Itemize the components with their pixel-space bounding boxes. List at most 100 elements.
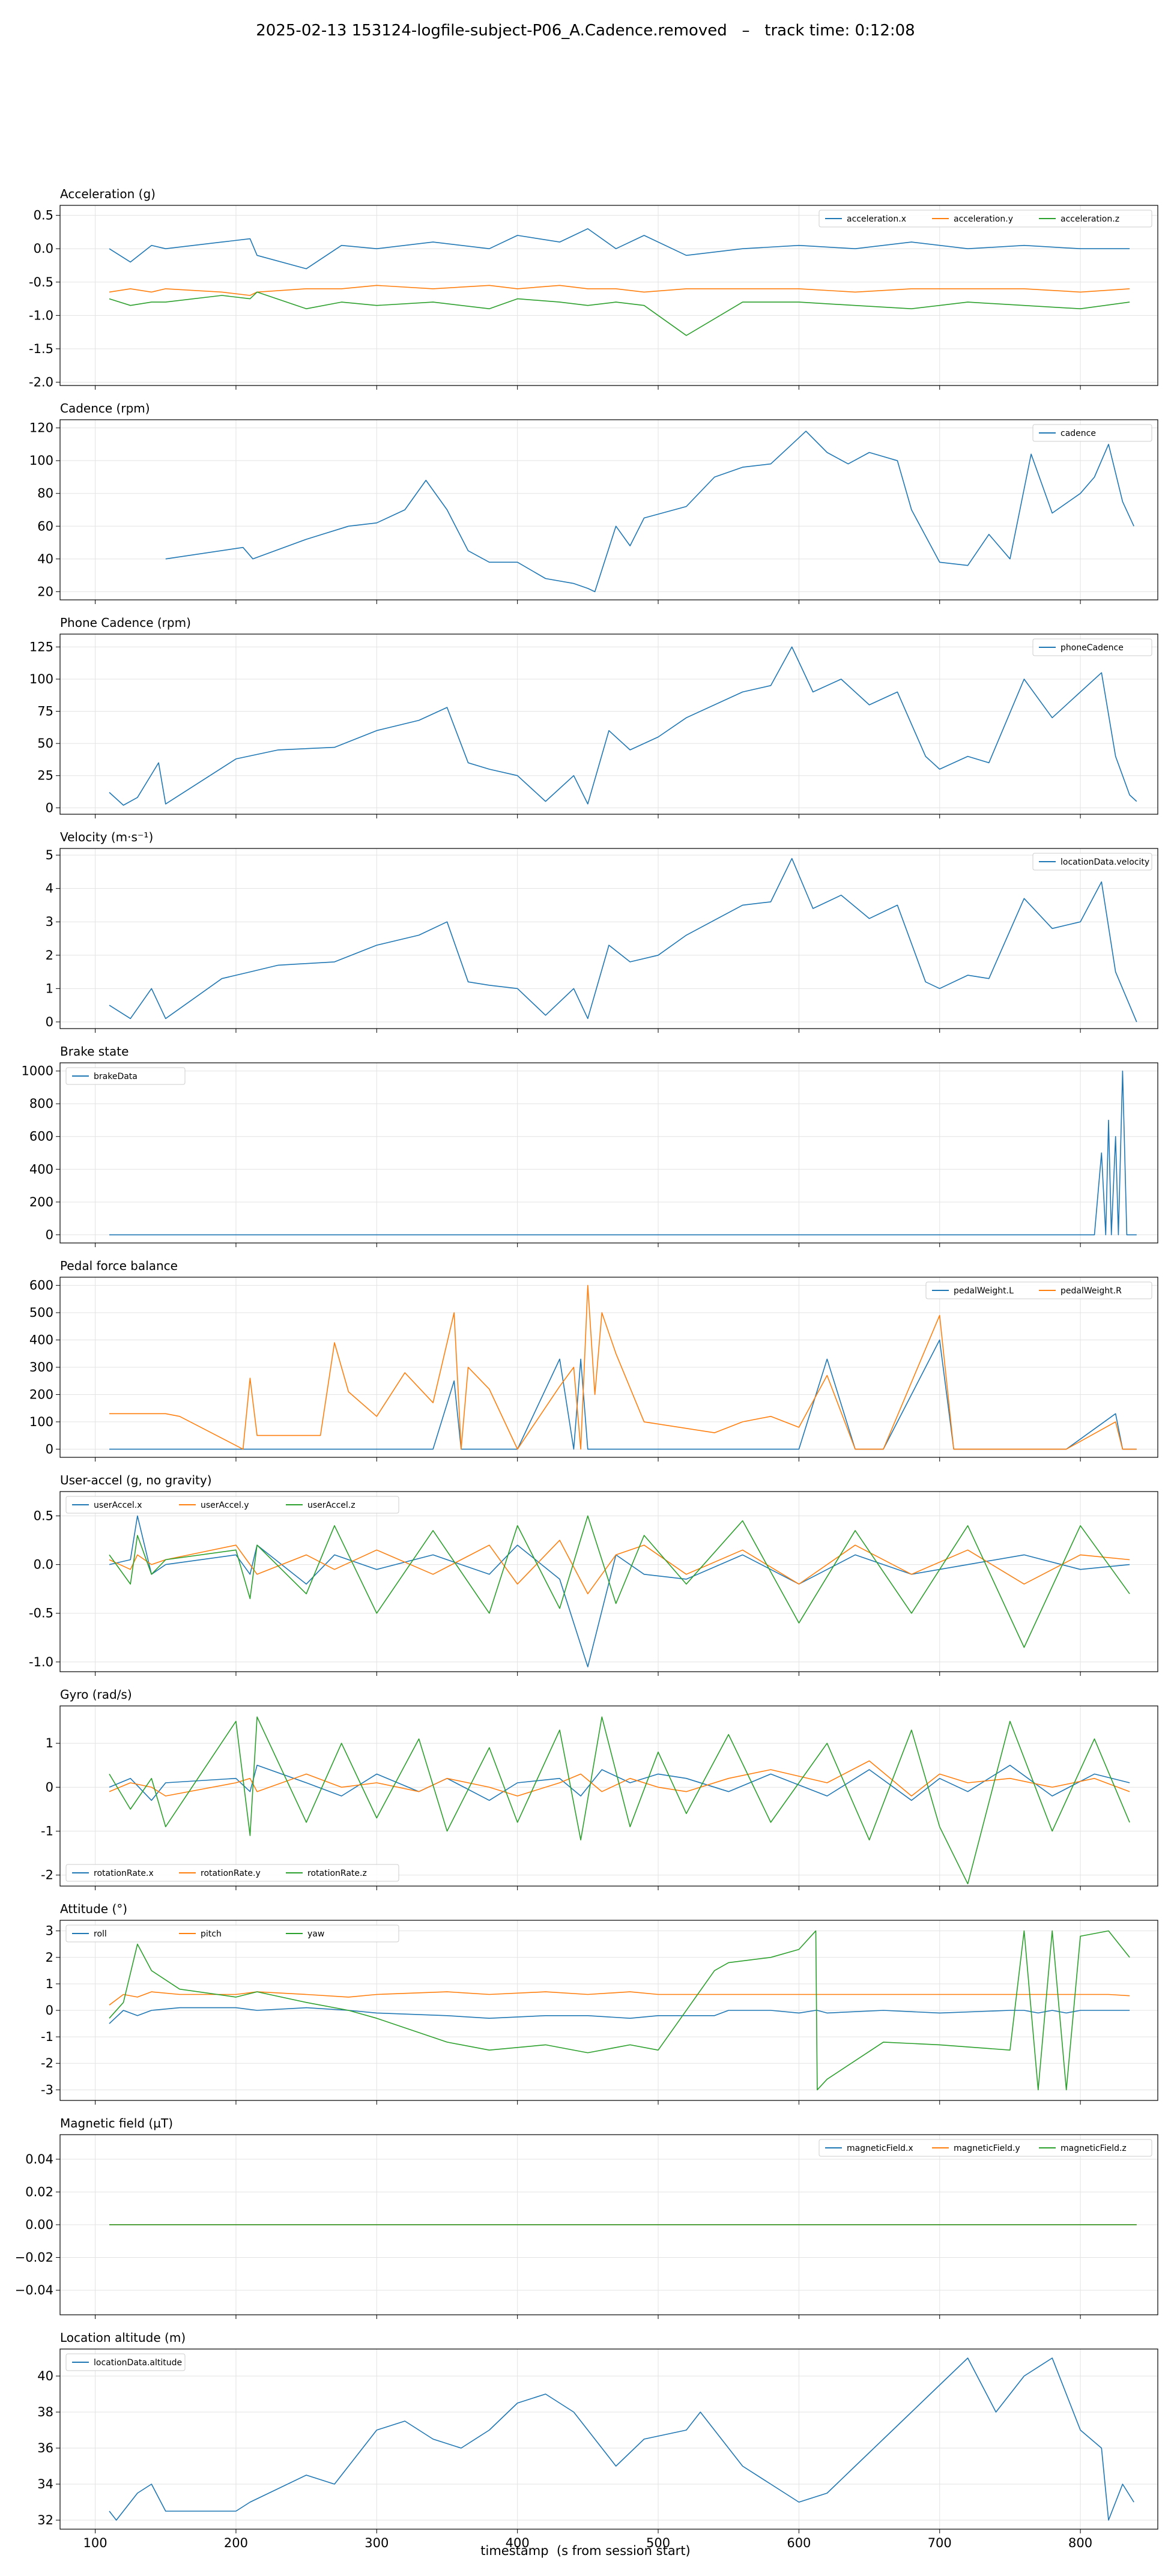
legend-box [818, 2139, 1152, 2157]
legend: rotationRate.x rotationRate.y rotationRate… [65, 1864, 399, 1882]
y-tick-label: 3 [46, 1924, 53, 1938]
series-line-rotationRate.z [109, 1716, 1130, 1885]
legend-label: brakeData [94, 1072, 138, 1081]
legend-box [818, 210, 1152, 228]
legend-label: acceleration.z [1061, 214, 1119, 224]
y-tick-label: 34 [37, 2477, 53, 2491]
legend: magneticField.x magneticField.y magneticFi… [818, 2139, 1152, 2157]
y-tick-label: 25 [37, 769, 53, 783]
legend-label: rotationRate.z [307, 1869, 367, 1878]
panel-title: Magnetic field (µT) [60, 2116, 173, 2130]
y-tick-label: 0 [46, 2003, 53, 2018]
y-tick-label: 200 [29, 1195, 53, 1209]
panel-title: Velocity (m·s⁻¹) [60, 830, 153, 844]
series-line-acceleration.z [109, 291, 1130, 336]
y-tick-label: 20 [37, 584, 53, 599]
y-tick-label: 1 [46, 981, 53, 996]
panel-3: Phone Cadence (rpm) 0 25 50 75 100 125 phoneCad… [29, 615, 1158, 818]
y-tick-label: 600 [29, 1278, 53, 1293]
legend-label: userAccel.y [201, 1501, 249, 1510]
y-tick-label: 3 [46, 915, 53, 929]
x-tick-label: 600 [787, 2536, 811, 2550]
y-tick-label: 0.02 [25, 2184, 53, 2199]
x-tick-label: 400 [506, 2536, 530, 2550]
legend-box [1032, 638, 1152, 656]
y-tick-label: 0.5 [34, 208, 53, 223]
legend-label: rotationRate.y [201, 1869, 261, 1878]
y-tick-label: 400 [29, 1333, 53, 1347]
y-tick-label: 40 [37, 2369, 53, 2383]
x-tick-label: 200 [224, 2536, 248, 2550]
series-line-pedalWeight.R [109, 1284, 1137, 1450]
y-tick-label: 1 [46, 1977, 53, 1991]
y-tick-label: 0 [46, 1780, 53, 1794]
x-tick-label: 800 [1068, 2536, 1092, 2550]
axes-frame [59, 1705, 1158, 1887]
y-tick-label: -1.0 [29, 1655, 53, 1669]
legend-label: rotationRate.x [94, 1869, 154, 1878]
y-tick-label: -1 [41, 2030, 53, 2044]
axes-frame [59, 205, 1158, 386]
panel-10: Magnetic field (µT) −0.04 −0.02 0.00 0.02 0.0… [15, 2116, 1158, 2319]
panel-title: User-accel (g, no gravity) [60, 1473, 212, 1487]
legend-label: userAccel.x [94, 1501, 142, 1510]
y-tick-label: 500 [29, 1305, 53, 1320]
axes-frame [59, 633, 1158, 815]
legend-label: acceleration.x [847, 214, 906, 224]
series-line-userAccel.x [109, 1515, 1130, 1667]
axes-frame [59, 848, 1158, 1029]
axes-frame [59, 1062, 1158, 1244]
y-tick-label: -1.5 [29, 342, 53, 356]
axes-frame [59, 2348, 1158, 2530]
panel-7: User-accel (g, no gravity) -1.0 -0.5 0.0 0.5… [29, 1473, 1158, 1676]
y-tick-label: -3 [41, 2082, 53, 2097]
y-tick-label: −0.04 [15, 2283, 53, 2297]
legend-label: phoneCadence [1061, 643, 1124, 653]
legend: phoneCadence [1032, 638, 1152, 656]
y-tick-label: 2 [46, 948, 53, 963]
panel-title: Acceleration (g) [60, 187, 156, 201]
legend: cadence [1032, 424, 1152, 442]
series-line-pitch [109, 1991, 1130, 2006]
legend-box [1032, 424, 1152, 442]
y-tick-label: 4 [46, 881, 53, 896]
y-tick-label: -2.0 [29, 375, 53, 389]
legend: brakeData [65, 1067, 186, 1085]
panel-title: Phone Cadence (rpm) [60, 615, 191, 630]
y-tick-label: 0 [46, 1015, 53, 1029]
legend: roll pitch yaw [65, 1924, 399, 1943]
axes-frame [59, 2134, 1158, 2315]
y-tick-label: 1000 [22, 1064, 53, 1078]
axes-frame [59, 1491, 1158, 1672]
x-axis-label: timestamp (s from session start) [480, 2544, 691, 2558]
panel-title: Brake state [60, 1044, 129, 1059]
panel-title: Cadence (rpm) [60, 401, 150, 416]
series-line-acceleration.x [109, 228, 1130, 270]
y-tick-label: 600 [29, 1129, 53, 1144]
series-line-userAccel.z [109, 1515, 1130, 1648]
legend-box [65, 2353, 186, 2371]
series-line-rotationRate.x [109, 1765, 1130, 1801]
legend: locationData.altitude [65, 2353, 186, 2371]
y-tick-label: 0.5 [34, 1509, 53, 1523]
x-tick-label: 300 [365, 2536, 389, 2550]
y-tick-label: 300 [29, 1360, 53, 1374]
legend-label: roll [94, 1929, 107, 1939]
y-tick-label: 36 [37, 2441, 53, 2455]
y-tick-label: 125 [29, 639, 53, 654]
y-tick-label: -2 [41, 2056, 53, 2070]
legend-box [65, 1864, 399, 1882]
series-line-roll [109, 2007, 1130, 2024]
legend-label: acceleration.y [954, 214, 1013, 224]
legend: userAccel.x userAccel.y userAccel.z [65, 1496, 399, 1514]
panel-11: Location altitude (m) 100 200 300 400 500 600 7… [37, 2330, 1158, 2550]
panel-title: Location altitude (m) [60, 2330, 186, 2345]
y-tick-label: −0.02 [15, 2251, 53, 2265]
series-line-phoneCadence [109, 646, 1137, 806]
series-line-locationData.altitude [109, 2357, 1134, 2521]
panel-1: Acceleration (g) -2.0 -1.5 -1.0 -0.5 0.0 0.5 ac… [29, 187, 1158, 390]
legend-box [65, 1924, 399, 1943]
series-line-rotationRate.y [109, 1760, 1130, 1797]
panel-title: Gyro (rad/s) [60, 1687, 132, 1702]
